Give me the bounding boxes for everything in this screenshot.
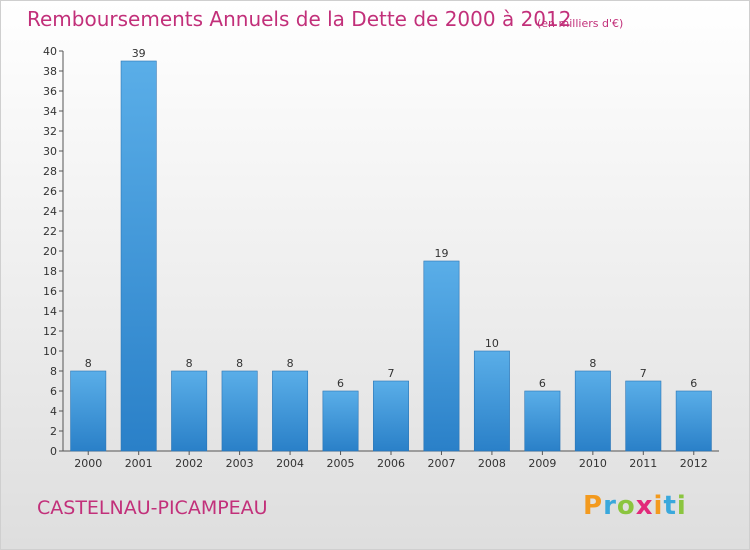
x-tick-label: 2000 (74, 457, 102, 470)
data-label-2003: 8 (236, 357, 243, 370)
bar-2009 (524, 390, 561, 452)
data-label-2004: 8 (287, 357, 294, 370)
y-tick-label: 32 (43, 125, 57, 138)
logo-letter: r (603, 491, 617, 521)
y-tick-label: 22 (43, 225, 57, 238)
x-tick-label: 2005 (327, 457, 355, 470)
logo-letter: o (616, 491, 636, 521)
bar-2010 (574, 370, 611, 452)
y-tick-label: 0 (50, 445, 57, 458)
data-label-2001: 39 (132, 47, 146, 60)
x-tick-label: 2004 (276, 457, 304, 470)
chart-title: Remboursements Annuels de la Dette de 20… (27, 7, 572, 31)
x-tick-label: 2003 (226, 457, 254, 470)
bar-2000 (70, 370, 107, 452)
unit-note: (en milliers d'€) (537, 17, 624, 30)
x-axis: 2000 2001 2002 2003 2004 2005 2006 2007 2008 2009… (63, 450, 719, 470)
logo-letter: t (663, 491, 677, 521)
y-tick-label: 20 (43, 245, 57, 258)
commune-name: CASTELNAU-PICAMPEAU (37, 497, 268, 519)
y-tick-label: 16 (43, 285, 57, 298)
x-tick-label: 2002 (175, 457, 203, 470)
logo-letter: P (583, 491, 604, 521)
data-label-2002: 8 (186, 357, 193, 370)
x-tick-label: 2001 (125, 457, 153, 470)
y-tick-label: 10 (43, 345, 57, 358)
x-tick-label: 2008 (478, 457, 506, 470)
y-tick-label: 26 (43, 185, 57, 198)
x-tick-label: 2007 (427, 457, 455, 470)
bar-2007 (423, 260, 460, 452)
y-tick-label: 28 (43, 165, 57, 178)
y-tick-label: 4 (50, 405, 57, 418)
data-label-2009: 6 (539, 377, 546, 390)
y-tick-label: 18 (43, 265, 57, 278)
data-label-2011: 7 (640, 367, 647, 380)
bar-2008 (473, 350, 510, 452)
data-label-2007: 19 (434, 247, 448, 260)
bar-2002 (171, 370, 208, 452)
data-label-2006: 7 (388, 367, 395, 380)
data-labels: 8 39 8 8 8 6 7 19 10 6 8 7 6 (85, 47, 698, 390)
x-tick-label: 2010 (579, 457, 607, 470)
bar-2005 (322, 390, 359, 452)
x-tick-label: 2009 (528, 457, 556, 470)
logo-letter: i (653, 491, 664, 521)
logo-letter: i (676, 491, 687, 521)
data-label-2008: 10 (485, 337, 499, 350)
y-tick-label: 38 (43, 65, 57, 78)
y-tick-label: 36 (43, 85, 57, 98)
y-tick-label: 8 (50, 365, 57, 378)
bar-2011 (625, 380, 662, 452)
data-label-2005: 6 (337, 377, 344, 390)
x-tick-label: 2012 (680, 457, 708, 470)
proxiti-logo: Proxiti (583, 491, 687, 521)
y-tick-label: 6 (50, 385, 57, 398)
bar-2004 (272, 370, 309, 452)
logo-letter: x (635, 491, 654, 521)
x-tick-label: 2011 (629, 457, 657, 470)
y-tick-label: 14 (43, 305, 57, 318)
y-tick-label: 30 (43, 145, 57, 158)
bars (70, 60, 712, 452)
data-label-2000: 8 (85, 357, 92, 370)
bar-2012 (675, 390, 712, 452)
bar-2001 (120, 60, 157, 452)
bar-2006 (373, 380, 409, 452)
y-tick-label: 24 (43, 205, 57, 218)
y-tick-label: 40 (43, 45, 57, 58)
data-label-2010: 8 (589, 357, 596, 370)
data-label-2012: 6 (690, 377, 697, 390)
y-tick-label: 2 (50, 425, 57, 438)
y-tick-label: 12 (43, 325, 57, 338)
x-tick-label: 2006 (377, 457, 405, 470)
y-tick-label: 34 (43, 105, 57, 118)
bar-2003 (221, 370, 258, 452)
